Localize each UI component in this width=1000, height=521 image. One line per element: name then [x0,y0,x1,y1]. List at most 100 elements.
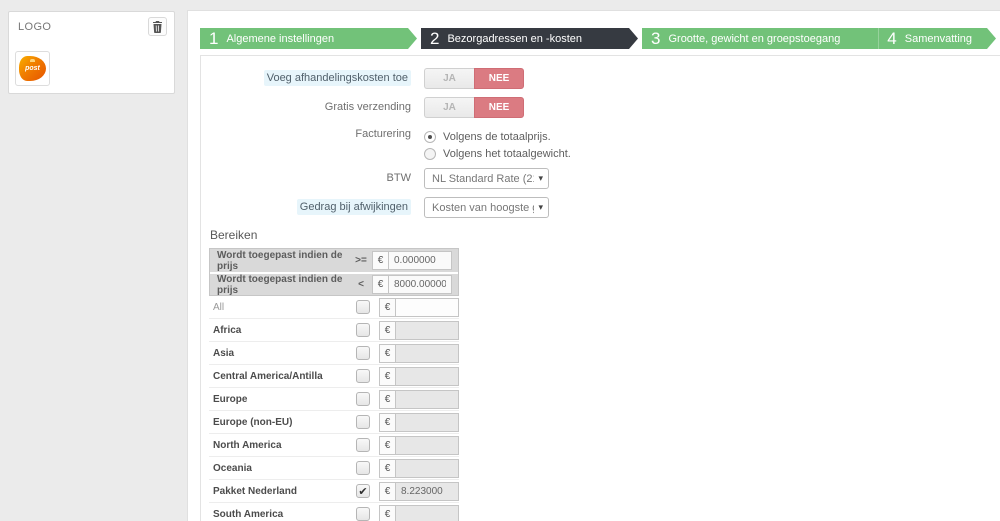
step-label: Grootte, gewicht en groepstoegang [668,32,841,45]
billing-label: Facturering [355,128,411,140]
zone-row: North America € [209,434,459,457]
zone-row: All € [209,296,459,319]
currency-symbol: € [379,343,395,363]
wizard-step[interactable]: 4 Samenvatting [878,28,996,49]
zone-checkbox[interactable] [356,415,370,429]
logo-thumbnail: post [15,51,50,86]
handling-costs-toggle: JA NEE [424,68,524,89]
wizard-steps: 1 Algemene instellingen 2 Bezorgadressen… [200,28,1000,49]
tax-label: BTW [386,172,411,184]
wizard-step[interactable]: 1 Algemene instellingen [200,28,417,49]
currency-symbol: € [379,435,395,455]
zone-name: North America [213,439,282,451]
range-row: Wordt toegepast indien de prijs < € [210,272,458,296]
handling-no-button[interactable]: NEE [474,68,524,89]
step-number: 2 [430,28,440,48]
tax-row: BTW NL Standard Rate (21%) ▾ [201,168,1000,189]
radio-label: Volgens het totaalgewicht. [443,147,571,160]
logo-card: LOGO post [8,11,175,94]
range-operator: >= [355,255,367,266]
currency-symbol: € [379,297,395,317]
ranges-title: Bereiken [210,228,258,242]
zone-row: Asia € [209,342,459,365]
zone-checkbox[interactable] [356,346,370,360]
range-row: Wordt toegepast indien de prijs >= € [210,249,458,272]
zone-price-input [395,320,459,340]
zone-checkbox[interactable] [356,300,370,314]
zone-name: Asia [213,347,235,359]
currency-symbol: € [379,504,395,521]
wizard-step[interactable]: 3 Grootte, gewicht en groepstoegang [642,28,879,49]
zone-name: All [213,301,225,313]
zone-checkbox[interactable] [356,369,370,383]
zone-checkbox[interactable] [356,323,370,337]
range-operator: < [358,279,364,290]
step-number: 4 [887,28,897,48]
zone-name: Central America/Antilla [213,370,323,382]
zone-row: Pakket Nederland € [209,480,459,503]
radio-button-icon[interactable] [424,130,436,143]
free-shipping-toggle: JA NEE [424,97,524,118]
carrier-settings-panel: Voeg afhandelingskosten toe JA NEE Grati… [200,55,1000,521]
trash-icon [153,20,162,33]
handling-costs-label[interactable]: Voeg afhandelingskosten toe [201,70,411,86]
zone-price-input [395,504,459,521]
out-of-range-select-value: Kosten van hoogste gedefini… [432,201,534,214]
zone-checkbox[interactable] [356,461,370,475]
zone-price-input [395,389,459,409]
zone-price-input [395,366,459,386]
free-shipping-label: Gratis verzending [324,101,411,113]
zone-checkbox[interactable] [356,438,370,452]
zone-row: Europe € [209,388,459,411]
postnl-logo-text: post [25,65,40,72]
step-label: Algemene instellingen [226,32,335,45]
radio-label: Volgens de totaalprijs. [443,130,551,143]
range-condition-label: Wordt toegepast indien de prijs [217,249,343,272]
zone-checkbox[interactable] [356,392,370,406]
range-limit-input[interactable] [388,275,452,294]
zone-checkbox[interactable] [356,507,370,521]
step-label: Bezorgadressen en -kosten [447,32,582,45]
out-of-range-row: Gedrag bij afwijkingen Kosten van hoogst… [201,197,1000,218]
range-table: Wordt toegepast indien de prijs >= € Wor… [209,248,459,296]
currency-symbol: € [379,458,395,478]
radio-button-icon[interactable] [424,147,436,160]
zone-name: Pakket Nederland [213,485,297,497]
currency-symbol: € [372,251,388,270]
free-shipping-yes-button[interactable]: JA [424,97,474,118]
billing-radio-option[interactable]: Volgens het totaalgewicht. [424,145,571,162]
zone-price-input[interactable] [395,481,459,501]
currency-symbol: € [379,412,395,432]
currency-symbol: € [379,389,395,409]
zone-name: Africa [213,324,242,336]
currency-symbol: € [379,320,395,340]
billing-radio-group: Volgens de totaalprijs. Volgens het tota… [424,126,571,162]
zone-price-input [395,412,459,432]
wizard-step[interactable]: 2 Bezorgadressen en -kosten [421,28,638,49]
zone-price-input [395,458,459,478]
zone-checkbox[interactable] [356,484,370,498]
zone-name: Oceania [213,462,252,474]
out-of-range-select[interactable]: Kosten van hoogste gedefini… ▾ [424,197,549,218]
delete-logo-button[interactable] [148,17,167,36]
zone-row: Oceania € [209,457,459,480]
billing-row: Facturering Volgens de totaalprijs. Volg… [201,126,1000,162]
zone-name: South America [213,508,284,520]
out-of-range-label[interactable]: Gedrag bij afwijkingen [201,199,411,215]
free-shipping-no-button[interactable]: NEE [474,97,524,118]
postnl-logo: post [19,56,46,81]
zone-price-input [395,435,459,455]
currency-symbol: € [372,275,388,294]
currency-symbol: € [379,366,395,386]
chevron-down-icon: ▾ [538,202,543,212]
tax-select[interactable]: NL Standard Rate (21%) ▾ [424,168,549,189]
handling-costs-row: Voeg afhandelingskosten toe JA NEE [201,68,1000,89]
zone-row: Central America/Antilla € [209,365,459,388]
billing-radio-option[interactable]: Volgens de totaalprijs. [424,128,571,145]
logo-card-title: LOGO [18,20,52,33]
range-condition-label: Wordt toegepast indien de prijs [217,273,343,296]
zone-price-input [395,343,459,363]
handling-yes-button[interactable]: JA [424,68,474,89]
range-limit-input[interactable] [388,251,452,270]
zone-price-input[interactable] [395,297,459,317]
